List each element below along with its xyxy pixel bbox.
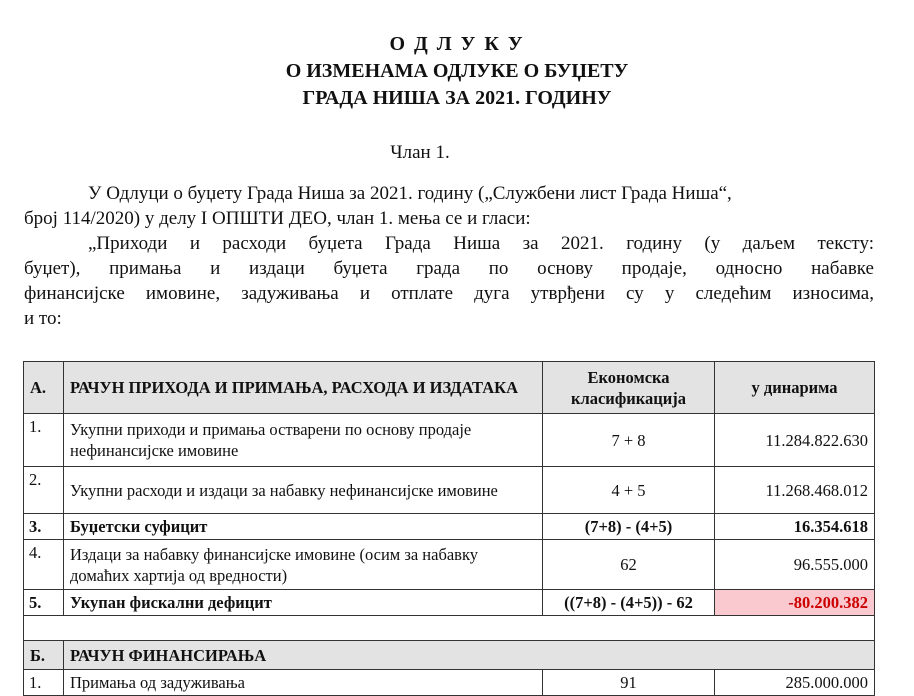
column-header-amount: у динарима	[714, 361, 875, 414]
section-a-header: А. РАЧУН ПРИХОДА И ПРИМАЊА, РАСХОДА И ИЗ…	[23, 361, 875, 414]
row-number: 5.	[23, 589, 64, 616]
section-b-header: Б. РАЧУН ФИНАНСИРАЊА	[23, 640, 875, 670]
section-number: А.	[23, 361, 64, 414]
row-amount: 11.284.822.630	[714, 413, 875, 467]
row-amount: 285.000.000	[714, 669, 875, 696]
table-row: 2. Укупни расходи и издаци за набавку не…	[23, 466, 875, 514]
deficit-amount: -80.200.382	[714, 589, 875, 616]
table-row: 1. Укупни приходи и примања остварени по…	[23, 413, 875, 467]
paragraph-1-line: У Одлуци о буџету Града Ниша за 2021. го…	[88, 183, 732, 204]
paragraph-2-line: буџет), примања и издаци буџета града по…	[24, 258, 874, 279]
paragraph-2-line: и то:	[24, 308, 62, 329]
row-number: 1.	[23, 413, 64, 467]
row-label: Буџетски суфицит	[63, 513, 543, 540]
row-number: 1.	[23, 669, 64, 696]
doc-subtitle: О ИЗМЕНАМА ОДЛУКЕ О БУЏЕТУ	[285, 60, 629, 82]
paragraph-2-line: „Приходи и расходи буџета Града Ниша за …	[88, 233, 874, 254]
doc-subtitle-2: ГРАДА НИША ЗА 2021. ГОДИНУ	[302, 87, 612, 109]
row-label: Укупан фискални дефицит	[63, 589, 543, 616]
row-classification: (7+8) - (4+5)	[542, 513, 715, 540]
row-classification: 91	[542, 669, 715, 696]
row-amount: 11.268.468.012	[714, 466, 875, 514]
column-header-classification: Економска класификација	[542, 361, 715, 414]
row-label: Укупни расходи и издаци за набавку нефин…	[63, 466, 543, 514]
row-classification: 62	[542, 539, 715, 590]
section-title: РАЧУН ПРИХОДА И ПРИМАЊА, РАСХОДА И ИЗДАТ…	[63, 361, 543, 414]
paragraph-1-line: број 114/2020) у делу I ОПШТИ ДЕО, члан …	[24, 208, 531, 229]
row-label: Укупни приходи и примања остварени по ос…	[63, 413, 543, 467]
row-amount: 16.354.618	[714, 513, 875, 540]
row-classification: 4 + 5	[542, 466, 715, 514]
paragraph-2-line: финансијске имовине, задуживања и отплат…	[24, 283, 874, 304]
section-title: РАЧУН ФИНАНСИРАЊА	[63, 640, 875, 670]
table-row: 4. Издаци за набавку финансијске имовине…	[23, 539, 875, 590]
section-number: Б.	[23, 640, 64, 670]
row-label: Примања од задуживања	[63, 669, 543, 696]
row-classification: ((7+8) - (4+5)) - 62	[542, 589, 715, 616]
row-classification: 7 + 8	[542, 413, 715, 467]
budget-table: А. РАЧУН ПРИХОДА И ПРИМАЊА, РАСХОДА И ИЗ…	[23, 361, 875, 696]
row-number: 4.	[23, 539, 64, 590]
row-number: 3.	[23, 513, 64, 540]
spacer-row	[23, 615, 875, 641]
article-heading: Члан 1.	[390, 142, 450, 163]
table-row: 3. Буџетски суфицит (7+8) - (4+5) 16.354…	[23, 513, 875, 540]
doc-title: О Д Л У К У	[389, 33, 525, 55]
table-row: 5. Укупан фискални дефицит ((7+8) - (4+5…	[23, 589, 875, 616]
table-row: 1. Примања од задуживања 91 285.000.000	[23, 669, 875, 696]
row-label: Издаци за набавку финансијске имовине (о…	[63, 539, 543, 590]
row-number: 2.	[23, 466, 64, 514]
row-amount: 96.555.000	[714, 539, 875, 590]
